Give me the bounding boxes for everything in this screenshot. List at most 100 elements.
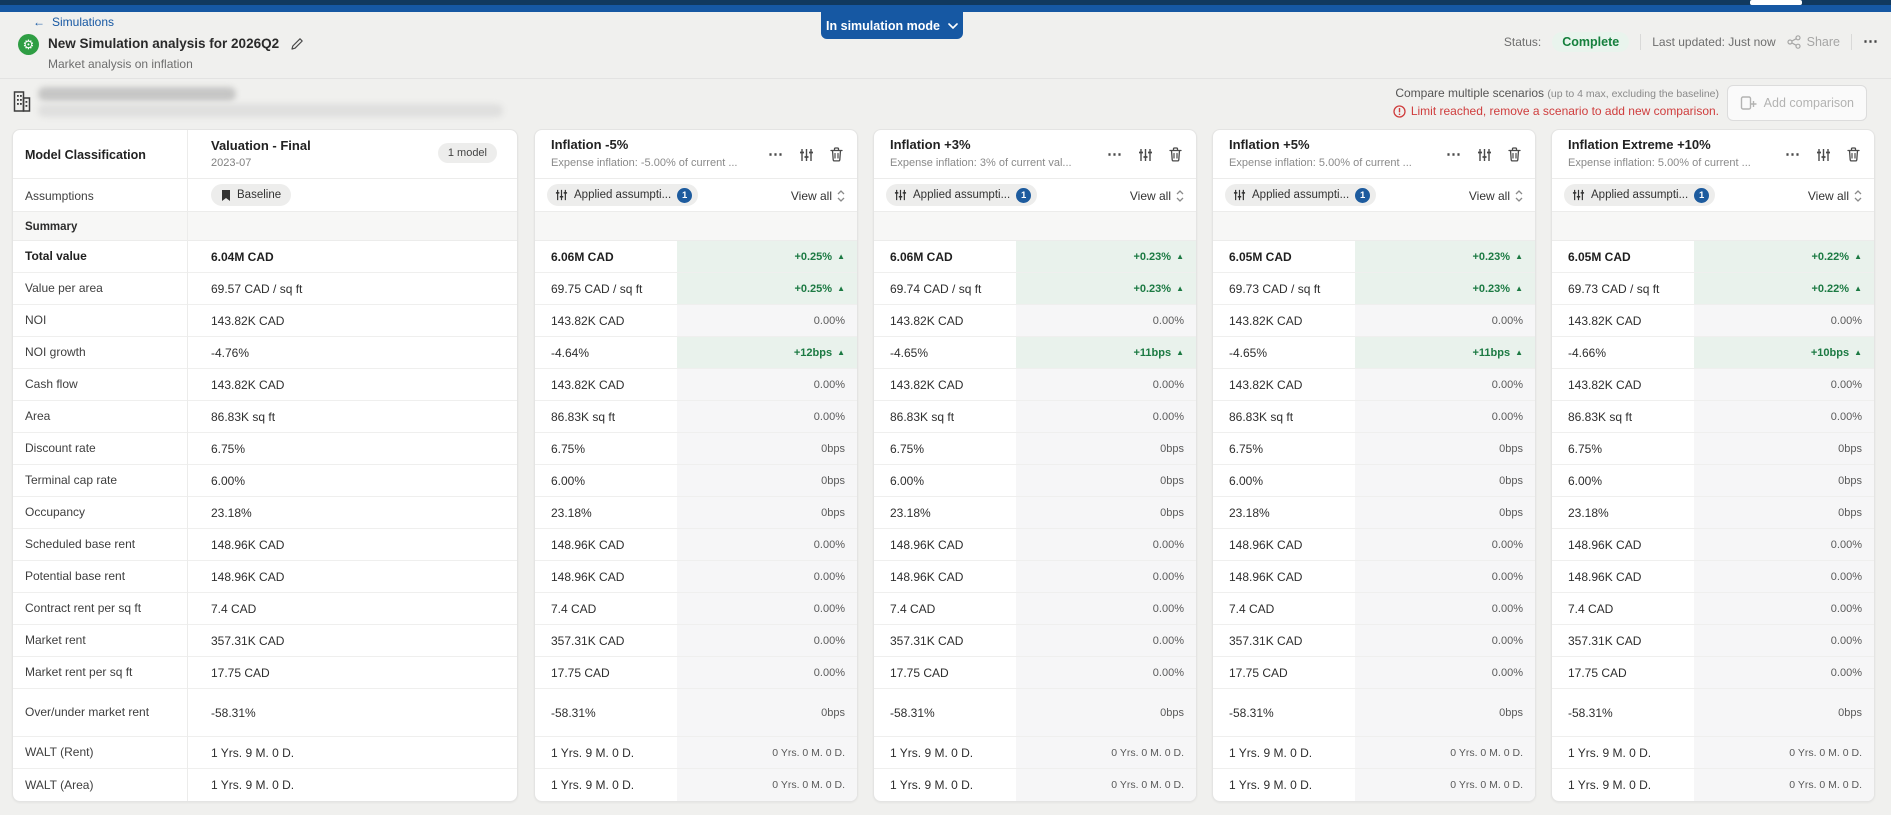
adjust-assumptions-button[interactable] (797, 146, 815, 164)
scenario-value: 69.74 CAD / sq ft (890, 281, 982, 296)
delta-cell: 0bps (1355, 433, 1535, 464)
delta-value: 0bps (1499, 506, 1523, 519)
adjust-assumptions-button[interactable] (1136, 146, 1154, 164)
delta-value: 0bps (1160, 442, 1184, 455)
view-all-button[interactable]: View all (1130, 179, 1184, 212)
metric-label: Value per area (25, 281, 103, 296)
sliders-icon (1477, 148, 1491, 161)
sort-carets-icon (1515, 189, 1523, 202)
scenario-value: -58.31% (1229, 705, 1274, 720)
adjust-assumptions-button[interactable] (1814, 146, 1832, 164)
delta-cell: 0.00% (677, 529, 857, 560)
scenario-value: 6.00% (1229, 473, 1264, 488)
simulation-mode-button[interactable]: In simulation mode (821, 12, 963, 39)
more-menu-button[interactable]: ⋯ (1863, 33, 1879, 50)
delta-cell: 0.00% (1016, 529, 1196, 560)
scenario-value: 23.18% (1229, 505, 1270, 520)
scenario-value: 1 Yrs. 9 M. 0 D. (551, 778, 635, 792)
delta-value: 0.00% (813, 666, 845, 679)
adjust-assumptions-button[interactable] (1475, 146, 1493, 164)
delta-value: 0 Yrs. 0 M. 0 D. (1450, 746, 1523, 759)
delta-cell: +0.25% ▲ (677, 273, 857, 304)
delete-scenario-button[interactable] (1505, 146, 1523, 164)
scenario-metric-row: 6.00% 0bps (535, 465, 857, 497)
delta-cell: 0bps (1016, 497, 1196, 528)
scenario-metric-row: 148.96K CAD 0.00% (874, 561, 1196, 593)
scenario-value: -58.31% (890, 705, 935, 720)
baseline-value: 1 Yrs. 9 M. 0 D. (211, 745, 295, 760)
edit-pencil-icon[interactable] (290, 37, 304, 51)
view-all-button[interactable]: View all (791, 179, 845, 212)
scenario-value: 357.31K CAD (551, 633, 625, 648)
delta-up-icon: ▲ (1176, 284, 1184, 293)
scenario-value: 17.75 CAD (551, 665, 610, 680)
baseline-assumption-pill[interactable]: Baseline (211, 184, 292, 206)
gear-icon: ⚙ (22, 36, 35, 52)
baseline-value: 7.4 CAD (211, 601, 257, 616)
delta-value: 0.00% (1830, 538, 1862, 551)
scenario-more-button[interactable]: ⋯ (1446, 145, 1462, 163)
applied-assumptions-pill[interactable]: Applied assumpti... 1 (1564, 184, 1716, 206)
delta-value: 0.00% (1830, 602, 1862, 615)
scenario-value: 1 Yrs. 9 M. 0 D. (1229, 745, 1313, 760)
view-all-button[interactable]: View all (1469, 179, 1523, 212)
delta-value: +0.22% (1811, 282, 1850, 295)
applied-assumptions-label: Applied assumpti... (574, 189, 672, 201)
scenario-assumptions-row: Applied assumpti... 1 View all (874, 179, 1196, 212)
scenario-header: Inflation Extreme +10% Expense inflation… (1552, 130, 1874, 179)
delete-scenario-button[interactable] (1166, 146, 1184, 164)
view-all-button[interactable]: View all (1808, 179, 1862, 212)
compare-title: Compare multiple scenarios (1395, 86, 1545, 100)
scenario-assumptions-row: Applied assumpti... 1 View all (535, 179, 857, 212)
delta-cell: 0.00% (1694, 657, 1874, 688)
applied-assumptions-pill[interactable]: Applied assumpti... 1 (1225, 184, 1377, 206)
scenario-value: 6.75% (890, 441, 925, 456)
scenario-more-button[interactable]: ⋯ (1107, 145, 1123, 163)
delta-value: +0.23% (1133, 250, 1172, 263)
scenario-more-button[interactable]: ⋯ (1785, 145, 1801, 163)
add-comparison-button[interactable]: Add comparison (1726, 85, 1867, 121)
delta-cell: +0.23% ▲ (1355, 273, 1535, 304)
compare-note: (up to 4 max, excluding the baseline) (1547, 88, 1719, 100)
scenario-metric-row: 1 Yrs. 9 M. 0 D. 0 Yrs. 0 M. 0 D. (874, 737, 1196, 769)
scenario-metric-row: 1 Yrs. 9 M. 0 D. 0 Yrs. 0 M. 0 D. (535, 769, 857, 801)
top-scrollbar-thumb[interactable] (1750, 0, 1802, 5)
scenario-value: 143.82K CAD (1568, 313, 1642, 328)
delete-scenario-button[interactable] (1844, 146, 1862, 164)
delta-cell: 0 Yrs. 0 M. 0 D. (677, 769, 857, 801)
delta-cell: 0 Yrs. 0 M. 0 D. (1694, 737, 1874, 768)
assumptions-row: Assumptions Baseline (13, 179, 517, 212)
scenario-rows: 6.05M CAD +0.23% ▲ 69.73 CAD / sq ft +0.23% ▲… (1213, 241, 1535, 801)
applied-assumptions-pill[interactable]: Applied assumpti... 1 (886, 184, 1038, 206)
breadcrumb-back-link[interactable]: ← Simulations (33, 15, 114, 29)
scenario-value: 6.75% (1568, 441, 1603, 456)
delta-value: 0bps (1160, 506, 1184, 519)
scenario-value: 357.31K CAD (1568, 633, 1642, 648)
baseline-value: -4.76% (211, 345, 250, 360)
scenario-metric-row: 6.75% 0bps (1552, 433, 1874, 465)
delta-cell: 0bps (677, 689, 857, 736)
scenario-actions: ⋯ (767, 130, 845, 179)
delta-cell: 0bps (1016, 465, 1196, 496)
delta-cell: 0.00% (1355, 369, 1535, 400)
share-button[interactable]: Share (1787, 35, 1840, 49)
scenario-more-button[interactable]: ⋯ (768, 145, 784, 163)
delta-cell: +0.25% ▲ (677, 241, 857, 272)
sliders-icon (799, 148, 813, 161)
scenario-metric-row: 6.00% 0bps (874, 465, 1196, 497)
scenario-value: -4.64% (551, 345, 590, 360)
delete-scenario-button[interactable] (827, 146, 845, 164)
scenario-metric-row: 6.75% 0bps (535, 433, 857, 465)
bookmark-icon (222, 189, 230, 201)
sliders-icon (1138, 148, 1152, 161)
baseline-value: 6.04M CAD (211, 249, 274, 264)
baseline-value: 1 Yrs. 9 M. 0 D. (211, 778, 295, 792)
baseline-value: 148.96K CAD (211, 537, 285, 552)
delta-value: 0.00% (1491, 602, 1523, 615)
delta-cell: 0bps (677, 433, 857, 464)
scenario-metric-row: 357.31K CAD 0.00% (1213, 625, 1535, 657)
delta-cell: 0.00% (1355, 529, 1535, 560)
delta-cell: 0 Yrs. 0 M. 0 D. (677, 737, 857, 768)
delta-cell: 0bps (1694, 433, 1874, 464)
applied-assumptions-pill[interactable]: Applied assumpti... 1 (547, 184, 699, 206)
